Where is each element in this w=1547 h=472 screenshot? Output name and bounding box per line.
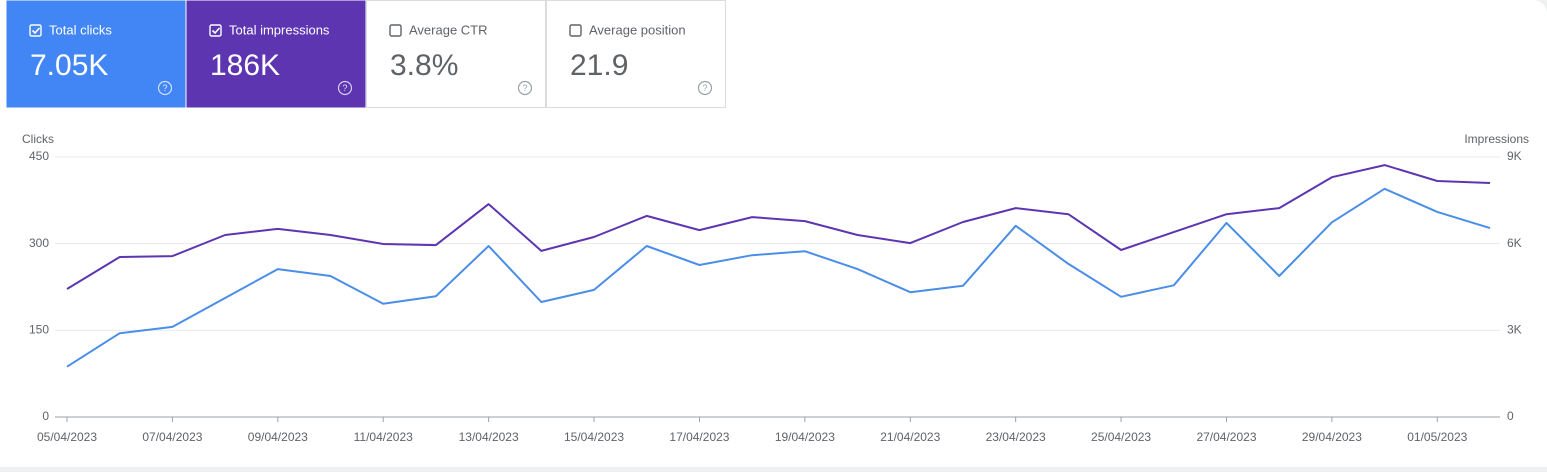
help-icon-glyph: ? — [522, 83, 527, 93]
card-label: Total impressions — [229, 22, 330, 37]
card-label: Total clicks — [49, 22, 112, 37]
checkmark — [31, 27, 41, 35]
help-icon[interactable] — [517, 80, 533, 96]
x-tick-label: 17/04/2023 — [669, 430, 729, 444]
card-bg — [366, 0, 546, 108]
help-icon[interactable] — [157, 80, 173, 96]
card-value: 3.8% — [390, 49, 458, 82]
metric-card[interactable]: Average position 21.9? — [546, 0, 726, 108]
y2-tick-label: 0 — [1507, 409, 1514, 423]
x-tick-label: 23/04/2023 — [986, 430, 1046, 444]
x-tick-label: 07/04/2023 — [142, 430, 202, 444]
card-value: 186K — [210, 49, 280, 82]
y2-tick-label: 6K — [1507, 236, 1522, 250]
checkbox[interactable] — [569, 24, 582, 37]
x-tick-label: 09/04/2023 — [248, 430, 308, 444]
y-tick-label: 0 — [42, 409, 49, 423]
card-bg — [6, 0, 186, 108]
help-icon[interactable] — [697, 80, 713, 96]
metric-card[interactable]: Total impressions 186K? — [186, 0, 366, 108]
x-tick-label: 05/04/2023 — [37, 430, 97, 444]
help-icon-glyph: ? — [162, 83, 167, 93]
y-tick-label: 150 — [29, 323, 49, 337]
y-axis-title: Clicks — [22, 132, 54, 146]
card-label: Average position — [589, 22, 686, 37]
checkbox[interactable] — [209, 24, 222, 37]
card-bg — [546, 0, 726, 108]
x-tick-label: 19/04/2023 — [775, 430, 835, 444]
series-line — [66, 187, 1491, 368]
metric-card[interactable]: Average CTR 3.8%? — [366, 0, 546, 108]
x-tick-label: 01/05/2023 — [1407, 430, 1467, 444]
y2-axis-title: Impressions — [1464, 132, 1529, 146]
x-tick-label: 25/04/2023 — [1091, 430, 1151, 444]
card-bg — [186, 0, 366, 108]
y2-tick-label: 3K — [1507, 323, 1522, 337]
help-icon[interactable] — [337, 80, 353, 96]
y-tick-label: 450 — [29, 149, 49, 163]
x-tick-label: 15/04/2023 — [564, 430, 624, 444]
x-tick-label: 29/04/2023 — [1302, 430, 1362, 444]
metric-card[interactable]: Total clicks 7.05K? — [6, 0, 186, 108]
x-tick-label: 11/04/2023 — [354, 430, 413, 444]
checkmark — [211, 27, 221, 35]
x-tick-label: 13/04/2023 — [459, 430, 519, 444]
x-tick-label: 21/04/2023 — [880, 430, 940, 444]
y-tick-label: 300 — [29, 236, 49, 250]
y2-tick-label: 9K — [1507, 149, 1522, 163]
x-tick-label: 27/04/2023 — [1196, 430, 1256, 444]
card-value: 7.05K — [30, 49, 108, 82]
card-value: 21.9 — [570, 49, 628, 82]
card-label: Average CTR — [409, 22, 488, 37]
series-line — [66, 164, 1491, 290]
help-icon-glyph: ? — [342, 83, 347, 93]
checkbox[interactable] — [29, 24, 42, 37]
checkbox[interactable] — [389, 24, 402, 37]
help-icon-glyph: ? — [702, 83, 707, 93]
